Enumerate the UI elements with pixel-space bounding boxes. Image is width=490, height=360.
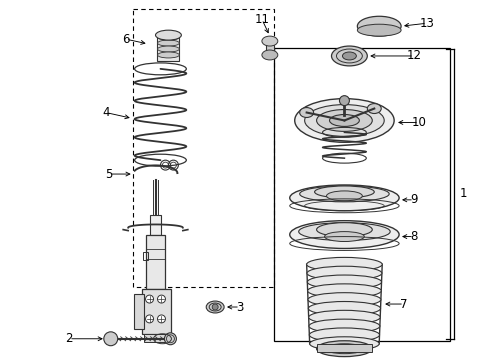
- Text: 8: 8: [410, 230, 417, 243]
- Ellipse shape: [206, 301, 224, 313]
- Text: 5: 5: [105, 167, 113, 181]
- Ellipse shape: [157, 40, 179, 46]
- Ellipse shape: [305, 105, 384, 136]
- Ellipse shape: [157, 52, 179, 58]
- Ellipse shape: [155, 30, 181, 40]
- Ellipse shape: [357, 24, 401, 36]
- Text: 2: 2: [65, 332, 73, 345]
- Ellipse shape: [308, 301, 381, 315]
- Text: 1: 1: [460, 188, 467, 201]
- Ellipse shape: [262, 36, 278, 46]
- Bar: [157, 33, 179, 61]
- Ellipse shape: [324, 231, 365, 242]
- Bar: [142, 289, 172, 334]
- Bar: [134, 294, 144, 329]
- Ellipse shape: [368, 104, 381, 113]
- Bar: [149, 215, 162, 235]
- Bar: [266, 41, 274, 55]
- Bar: [317, 344, 372, 352]
- Ellipse shape: [146, 315, 153, 323]
- Ellipse shape: [340, 96, 349, 105]
- Ellipse shape: [308, 284, 381, 298]
- Ellipse shape: [309, 310, 380, 324]
- Ellipse shape: [324, 344, 365, 354]
- Ellipse shape: [294, 99, 394, 142]
- Ellipse shape: [104, 332, 118, 346]
- Ellipse shape: [300, 186, 389, 202]
- Ellipse shape: [157, 295, 166, 303]
- Ellipse shape: [317, 223, 372, 237]
- Text: 12: 12: [407, 49, 421, 63]
- Text: 3: 3: [236, 301, 244, 314]
- Ellipse shape: [329, 114, 359, 126]
- Text: 7: 7: [400, 297, 408, 311]
- Ellipse shape: [157, 46, 179, 52]
- Ellipse shape: [299, 223, 390, 240]
- Ellipse shape: [157, 315, 166, 323]
- Ellipse shape: [317, 109, 372, 131]
- Ellipse shape: [307, 266, 382, 280]
- Ellipse shape: [315, 186, 374, 198]
- Ellipse shape: [146, 295, 153, 303]
- Ellipse shape: [332, 46, 368, 66]
- Bar: [274, 48, 450, 341]
- Ellipse shape: [290, 185, 399, 211]
- Ellipse shape: [307, 257, 382, 271]
- Ellipse shape: [309, 319, 380, 333]
- Ellipse shape: [317, 341, 372, 357]
- Text: 11: 11: [254, 13, 270, 26]
- Bar: [133, 9, 274, 287]
- Ellipse shape: [300, 108, 314, 117]
- Ellipse shape: [157, 34, 179, 40]
- Ellipse shape: [290, 221, 399, 248]
- Ellipse shape: [165, 333, 176, 345]
- Ellipse shape: [308, 293, 381, 307]
- Ellipse shape: [212, 304, 218, 310]
- Bar: [143, 252, 147, 260]
- Ellipse shape: [357, 16, 401, 36]
- Text: 6: 6: [122, 33, 129, 46]
- Text: 10: 10: [412, 116, 426, 129]
- Ellipse shape: [262, 50, 278, 60]
- Ellipse shape: [307, 275, 382, 289]
- Text: 13: 13: [419, 17, 435, 30]
- Bar: [144, 334, 170, 342]
- Ellipse shape: [326, 191, 362, 201]
- Text: 9: 9: [410, 193, 418, 206]
- Bar: [146, 235, 166, 289]
- Ellipse shape: [343, 52, 356, 60]
- Text: 4: 4: [102, 106, 110, 119]
- Ellipse shape: [309, 328, 380, 342]
- Ellipse shape: [310, 337, 379, 351]
